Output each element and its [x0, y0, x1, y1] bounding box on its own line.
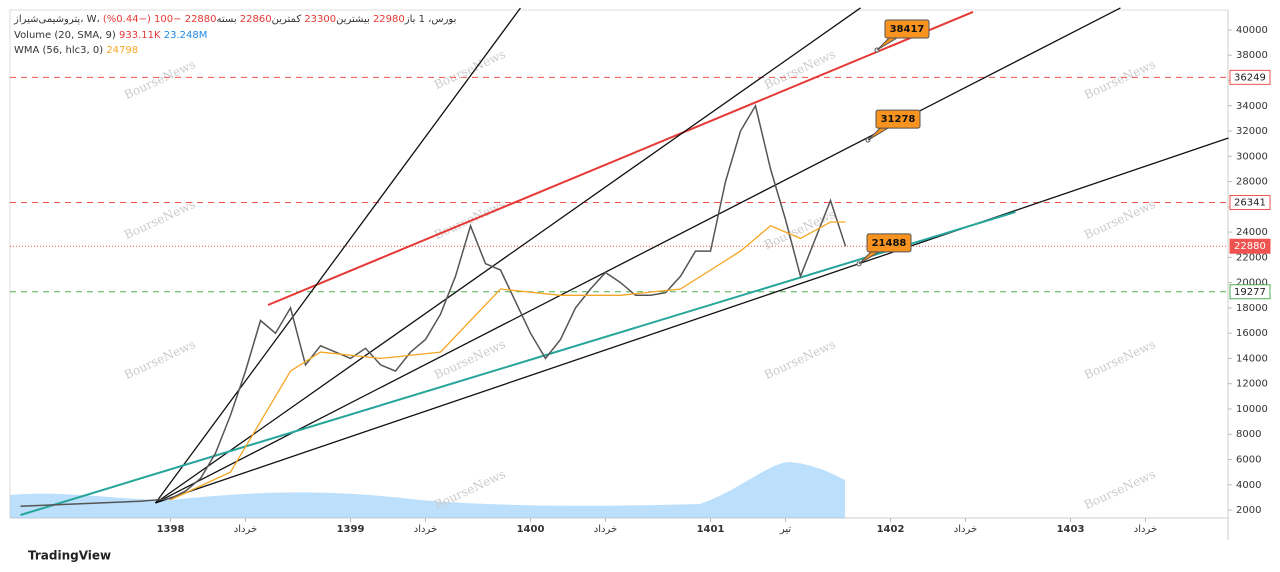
callout-label: 31278: [881, 114, 916, 125]
callout-pointer: [867, 127, 890, 141]
x-tick-label: 1401: [697, 524, 725, 535]
x-tick-label: خرداد: [1134, 524, 1157, 535]
level-tag: [1229, 284, 1271, 300]
value: 23.248M: [163, 30, 208, 41]
header: پتروشیمی‌شیراز، W، بورس، 1 باز22980 بیشت…: [14, 14, 456, 25]
watermark: BourseNews: [1082, 467, 1158, 512]
trendline: [155, 7, 1121, 504]
change: −100 (−0.44%): [102, 14, 182, 25]
watermark: BourseNews: [432, 337, 508, 382]
x-tick-label: تیر: [779, 524, 792, 535]
symbol: پتروشیمی‌شیراز، W، بورس، 1: [14, 14, 457, 25]
y-tick-label: 16000: [1236, 328, 1268, 339]
y-tick-label: 8000: [1236, 429, 1261, 440]
y-tick-label: 28000: [1236, 177, 1268, 188]
y-tick-label: 6000: [1236, 455, 1261, 466]
callout-label: 21488: [872, 238, 907, 249]
x-tick-label: 1398: [157, 524, 185, 535]
level-tag: [1229, 238, 1271, 254]
value: 22880: [184, 14, 217, 25]
watermark: BourseNews: [1082, 57, 1158, 102]
callout-box: [875, 109, 921, 129]
x-tick-label: خرداد: [414, 524, 437, 535]
plot-frame: [9, 9, 1229, 519]
x-tick-label: 1403: [1057, 524, 1085, 535]
wma-legend: WMA (56, hlc3, 0) 24798: [14, 45, 138, 56]
y-tick-label: 38000: [1236, 50, 1268, 61]
label: بسته: [216, 14, 237, 25]
level-tag: [1229, 195, 1271, 211]
y-tick-label: 2000: [1236, 505, 1261, 516]
plot: BourseNews BourseNews BourseNews BourseNews…: [10, 7, 1271, 535]
value: 22980: [372, 14, 405, 25]
x-tick-label: 1399: [337, 524, 365, 535]
x-tick-label: خرداد: [954, 524, 977, 535]
watermark: BourseNews: [122, 57, 198, 102]
y-tick-label: 14000: [1236, 353, 1268, 364]
y-tick-label: 12000: [1236, 379, 1268, 390]
callout-box: [866, 233, 912, 253]
volume-legend: Volume (20, SMA, 9) 933.11K 23.248M: [14, 30, 207, 41]
callout-label: 38417: [890, 24, 925, 35]
watermark: BourseNews: [762, 207, 838, 252]
y-tick-label: 4000: [1236, 480, 1261, 491]
x-tick-label: 1400: [517, 524, 545, 535]
label: باز: [404, 14, 416, 25]
watermark: BourseNews: [1082, 337, 1158, 382]
value: 22860: [239, 14, 272, 25]
x-tick-label: خرداد: [234, 524, 257, 535]
watermark: BourseNews: [432, 197, 508, 242]
footer: TradingView: [28, 549, 111, 563]
level-label: 22880: [1234, 241, 1266, 252]
label: بیشترین: [336, 14, 370, 25]
trendline: [155, 7, 861, 504]
series-line: [170, 221, 846, 501]
value: 23300: [304, 14, 337, 25]
y-tick-label: 32000: [1236, 126, 1268, 137]
level-label: 36249: [1234, 72, 1266, 83]
value: 933.11K: [118, 30, 161, 41]
label: WMA (56, hlc3, 0): [14, 45, 104, 56]
y-tick-label: 20000: [1236, 278, 1268, 289]
trendline: [20, 211, 1016, 516]
watermark: BourseNews: [122, 197, 198, 242]
y-tick-label: 30000: [1236, 151, 1268, 162]
trendline: [154, 7, 521, 504]
callout-box: [884, 19, 930, 39]
y-tick-label: 40000: [1236, 25, 1268, 36]
level-tag: [1229, 69, 1271, 85]
trendline: [155, 137, 1229, 504]
watermark: BourseNews: [122, 337, 198, 382]
y-tick-label: 34000: [1236, 101, 1268, 112]
y-tick-label: 10000: [1236, 404, 1268, 415]
x-tick-label: 1402: [877, 524, 905, 535]
x-tick-label: خرداد: [594, 524, 617, 535]
y-tick-label: 22000: [1236, 252, 1268, 263]
watermark: BourseNews: [1082, 197, 1158, 242]
level-label: 26341: [1234, 198, 1266, 209]
watermark: BourseNews: [762, 337, 838, 382]
watermark: BourseNews: [432, 47, 508, 92]
label: کمترین: [271, 14, 302, 25]
value: 24798: [106, 45, 139, 56]
label: Volume (20, SMA, 9): [14, 30, 116, 41]
volume-area: [10, 462, 845, 518]
y-tick-label: 24000: [1236, 227, 1268, 238]
series-line: [20, 103, 847, 508]
level-label: 19277: [1234, 287, 1266, 298]
trendline: [267, 11, 974, 306]
y-tick-label: 18000: [1236, 303, 1268, 314]
